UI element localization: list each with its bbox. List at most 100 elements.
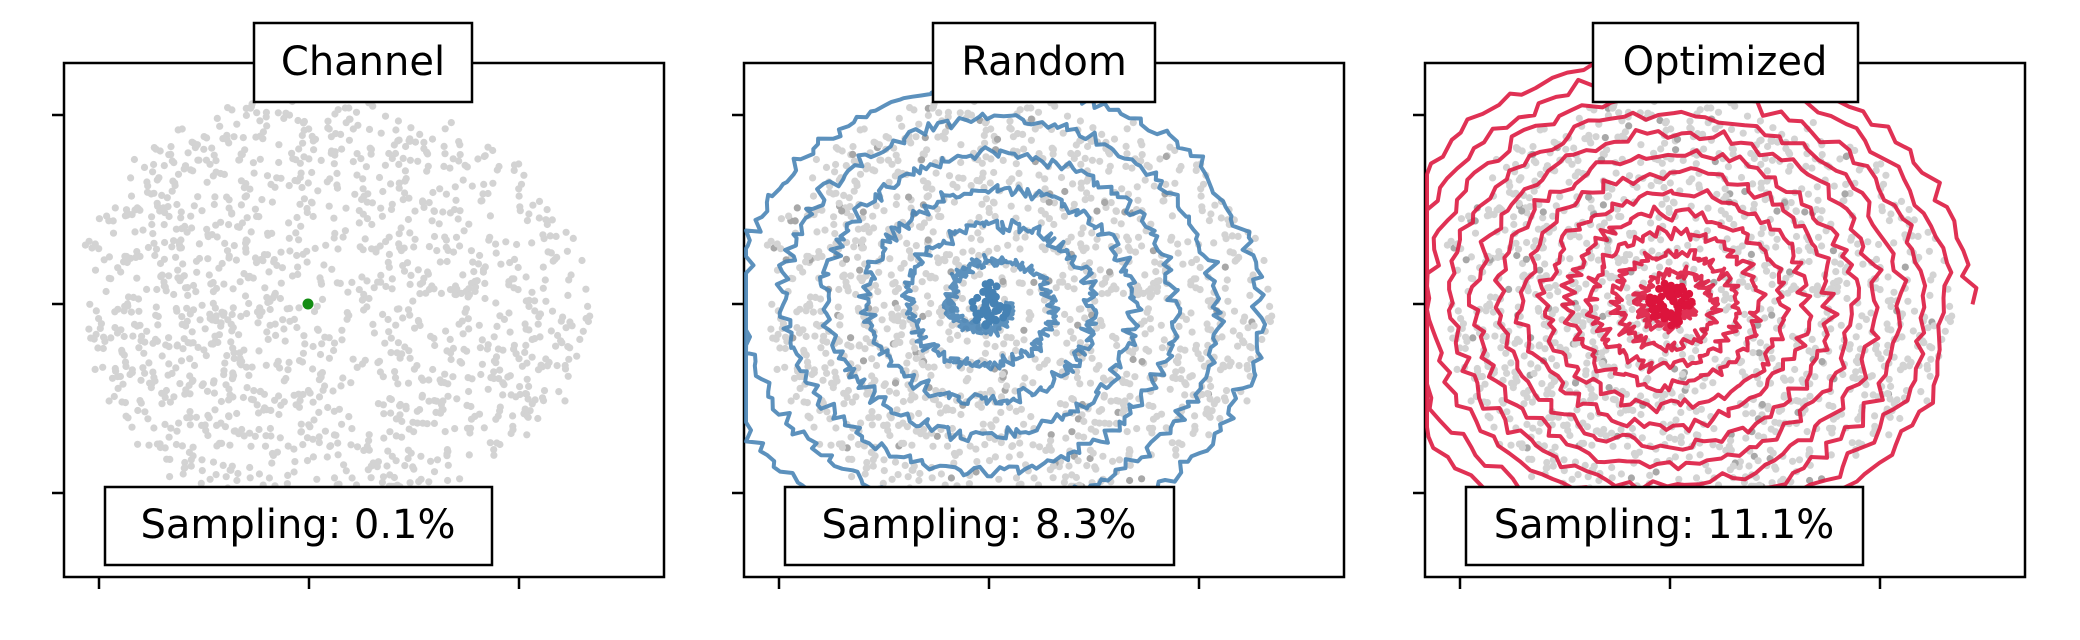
background-point <box>1244 324 1252 332</box>
background-point <box>1050 220 1058 229</box>
background-point <box>1747 149 1755 158</box>
background-point <box>338 420 346 428</box>
background-point <box>278 264 286 272</box>
background-point <box>1235 362 1243 370</box>
background-point <box>253 109 261 117</box>
background-point <box>114 305 122 313</box>
background-point <box>309 435 317 443</box>
background-point <box>895 421 903 429</box>
background-point <box>998 370 1007 378</box>
background-point <box>1551 306 1560 314</box>
background-point <box>1198 390 1206 399</box>
background-point <box>1582 367 1590 375</box>
background-point <box>1077 179 1085 187</box>
background-point <box>251 432 259 440</box>
background-point <box>927 299 935 308</box>
background-point <box>806 293 815 301</box>
background-point <box>1047 431 1055 439</box>
background-point <box>1927 276 1935 284</box>
background-point <box>441 233 449 241</box>
background-point <box>299 139 307 147</box>
background-point <box>1074 321 1082 329</box>
background-point <box>1841 190 1849 198</box>
background-point <box>538 394 547 402</box>
background-point <box>263 172 272 180</box>
background-point <box>1099 374 1108 382</box>
background-point <box>365 437 373 445</box>
background-point <box>127 192 136 200</box>
background-point <box>1133 425 1141 433</box>
background-point <box>1813 290 1821 299</box>
background-point <box>315 433 323 441</box>
background-point <box>855 341 864 349</box>
background-point <box>1742 434 1750 442</box>
background-point <box>852 237 860 245</box>
background-point <box>261 404 269 412</box>
background-point <box>561 397 569 405</box>
background-point <box>330 339 339 347</box>
background-point <box>542 297 550 305</box>
background-point <box>1052 284 1060 292</box>
background-point <box>1907 358 1915 366</box>
background-point <box>908 466 916 474</box>
background-point <box>1138 151 1146 159</box>
background-point <box>148 213 156 221</box>
background-point <box>149 230 157 238</box>
background-point <box>1007 125 1015 133</box>
background-point <box>847 272 855 280</box>
background-point <box>453 395 461 403</box>
background-point <box>1035 150 1043 158</box>
background-point <box>447 355 455 364</box>
background-point <box>514 263 522 272</box>
background-point <box>534 320 542 328</box>
background-point <box>892 200 900 209</box>
background-point <box>1138 358 1146 366</box>
background-point <box>1849 374 1857 382</box>
background-point <box>1744 282 1752 291</box>
background-point <box>203 134 211 142</box>
background-point <box>1617 213 1625 221</box>
background-point <box>251 254 260 262</box>
background-point <box>915 476 923 485</box>
background-point <box>1843 294 1851 303</box>
background-point <box>990 199 998 207</box>
background-point <box>1628 305 1636 314</box>
background-point <box>1011 387 1019 395</box>
background-point <box>452 196 460 204</box>
background-point <box>152 245 161 253</box>
background-point <box>459 330 467 338</box>
background-point <box>379 310 387 318</box>
background-point <box>1101 419 1109 427</box>
background-point <box>493 322 501 330</box>
background-point <box>982 195 991 203</box>
background-point <box>1571 340 1579 348</box>
background-point <box>899 319 907 327</box>
background-point <box>812 320 821 328</box>
background-point <box>127 308 135 316</box>
background-point <box>1534 364 1542 372</box>
background-point <box>1030 474 1038 482</box>
background-point <box>320 261 328 269</box>
background-point <box>311 135 320 143</box>
background-point <box>1083 462 1091 470</box>
background-point <box>212 221 220 229</box>
background-point <box>95 315 103 323</box>
background-point <box>868 355 876 363</box>
background-point <box>211 316 219 324</box>
background-point <box>395 136 403 144</box>
background-point <box>1188 328 1196 336</box>
background-point <box>1750 200 1758 208</box>
background-point <box>891 340 899 348</box>
background-point <box>303 208 311 217</box>
background-point <box>919 177 928 185</box>
background-point <box>1123 370 1131 378</box>
background-point <box>1795 247 1803 255</box>
background-point <box>1739 129 1747 137</box>
background-point <box>286 247 294 255</box>
background-point <box>325 125 333 133</box>
background-point <box>868 408 876 416</box>
background-point <box>273 174 281 182</box>
background-point <box>153 199 161 207</box>
background-point <box>904 473 912 481</box>
background-point <box>1710 425 1718 433</box>
